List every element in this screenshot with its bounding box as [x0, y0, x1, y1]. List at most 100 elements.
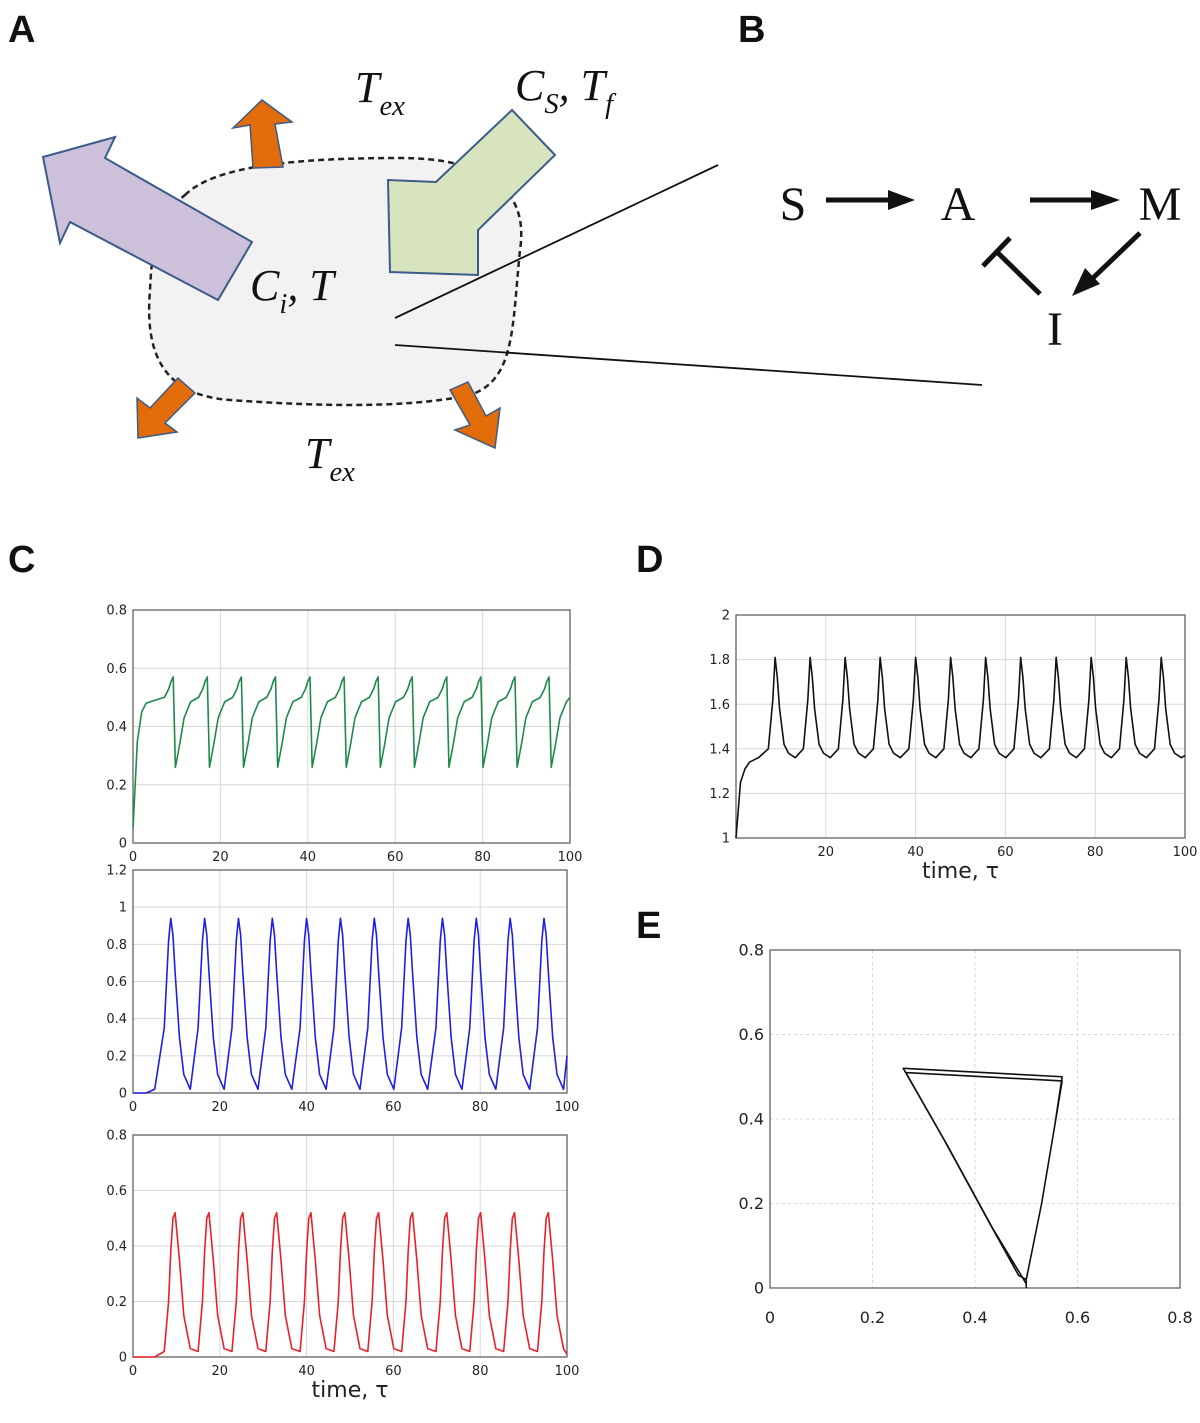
x-tick-label: 20: [818, 845, 835, 860]
x-tick-label: 0: [765, 1308, 775, 1327]
x-tick-label: 60: [385, 1100, 402, 1115]
diagram-label-main: , T: [287, 261, 337, 310]
diagram-label-main: T: [355, 63, 383, 112]
plot-frame: [735, 614, 1186, 839]
network-edges: [826, 190, 1142, 296]
heat-arrow: [136, 376, 197, 439]
panel-label: D: [636, 539, 663, 581]
x-axis-label: time, τ: [922, 859, 999, 884]
diagram-label-sub: ex: [379, 91, 405, 122]
zoom-line: [394, 344, 983, 386]
y-tick-label: 1: [119, 901, 127, 916]
x-tick-label: 100: [1173, 845, 1198, 860]
x-tick-label: 0.2: [860, 1308, 885, 1327]
y-tick-label: 0.2: [106, 1049, 127, 1064]
y-tick-label: 1: [722, 832, 730, 847]
y-tick-label: 0: [754, 1279, 764, 1298]
y-tick-label: 0.6: [739, 1025, 764, 1044]
network-node: I: [1047, 303, 1063, 356]
network-node: M: [1139, 178, 1182, 231]
y-tick-label: 0.8: [106, 938, 127, 953]
x-tick-label: 0.6: [1065, 1308, 1090, 1327]
diagram-label: Tex: [355, 63, 405, 122]
panel-label: A: [8, 9, 35, 51]
x-tick-label: 20: [212, 1100, 229, 1115]
y-tick-label: 0: [119, 837, 127, 852]
x-tick-label: 100: [555, 1364, 580, 1379]
x-tick-label: 0: [129, 1100, 137, 1115]
heat-arrow: [230, 99, 294, 169]
y-tick-label: 0.8: [106, 604, 127, 619]
inflow-arrow: [386, 108, 557, 277]
diagram-label-main: C: [250, 261, 280, 310]
x-tick-label: 20: [212, 1364, 229, 1379]
plot-frame: [132, 869, 568, 1094]
x-tick-label: 40: [298, 1100, 315, 1115]
x-tick-label: 0.4: [962, 1308, 987, 1327]
outflow-arrow: [41, 135, 254, 302]
x-axis-label: time, τ: [312, 1378, 389, 1403]
diagram-label: Tex: [305, 429, 355, 488]
x-tick-label: 0: [129, 1364, 137, 1379]
data-line: [132, 676, 571, 829]
arrowhead: [888, 190, 915, 210]
x-tick-label: 20: [212, 850, 229, 865]
y-tick-label: 0.2: [106, 778, 127, 793]
y-tick-label: 1.2: [709, 787, 730, 802]
y-tick-label: 0.6: [106, 662, 127, 677]
x-tick-label: 100: [558, 850, 583, 865]
plot-area: [736, 615, 1185, 838]
plot-frame: [132, 609, 571, 844]
data-line: [735, 656, 1186, 839]
x-tick-label: 0.8: [1167, 1308, 1192, 1327]
diagram-label: Ci, T: [250, 261, 337, 320]
x-tick-label: 80: [472, 1364, 489, 1379]
plot-frame: [132, 1134, 568, 1358]
y-tick-label: 2: [722, 609, 730, 624]
x-tick-label: 80: [472, 1100, 489, 1115]
y-tick-label: 0.6: [106, 975, 127, 990]
inhibition-bar: [981, 236, 1012, 268]
x-tick-label: 80: [474, 850, 491, 865]
y-tick-label: 0.4: [106, 1240, 127, 1255]
y-tick-label: 1.2: [106, 864, 127, 879]
y-tick-label: 0: [119, 1087, 127, 1102]
y-tick-label: 1.8: [709, 653, 730, 668]
x-tick-label: 80: [1087, 845, 1104, 860]
x-tick-label: 60: [385, 1364, 402, 1379]
y-tick-label: 0: [119, 1351, 127, 1366]
y-tick-label: 0.2: [106, 1295, 127, 1310]
edge: [1091, 231, 1142, 280]
x-tick-label: 60: [997, 845, 1014, 860]
y-tick-label: 0.4: [739, 1110, 764, 1129]
y-tick-label: 0.6: [106, 1184, 127, 1199]
diagram-label-sub: f: [605, 89, 617, 120]
x-tick-label: 40: [300, 850, 317, 865]
zoom-line: [394, 164, 719, 319]
x-tick-label: 0: [129, 850, 137, 865]
y-tick-label: 0.8: [106, 1129, 127, 1144]
data-line: [133, 1211, 568, 1358]
panel-label: C: [8, 539, 35, 581]
edge: [996, 251, 1042, 296]
diagram-label-sub: S: [544, 89, 558, 120]
y-tick-label: 0.4: [106, 1012, 127, 1027]
network-node: S: [780, 178, 807, 231]
data-line: [133, 917, 568, 1094]
heat-arrow: [448, 381, 501, 450]
y-tick-label: 0.4: [106, 720, 127, 735]
x-tick-label: 60: [387, 850, 404, 865]
arrowhead: [1072, 268, 1100, 296]
y-tick-label: 0.8: [739, 941, 764, 960]
diagram-label-main: , T: [559, 61, 609, 110]
arrowhead: [1091, 190, 1120, 210]
diagram-label-main: T: [305, 429, 333, 478]
panel-label: B: [738, 9, 765, 51]
x-tick-label: 40: [907, 845, 924, 860]
panel-label: E: [636, 905, 661, 947]
x-tick-label: 100: [555, 1100, 580, 1115]
plot-frame: [769, 949, 1181, 1289]
data-line: [902, 1067, 1063, 1288]
x-tick-label: 40: [298, 1364, 315, 1379]
